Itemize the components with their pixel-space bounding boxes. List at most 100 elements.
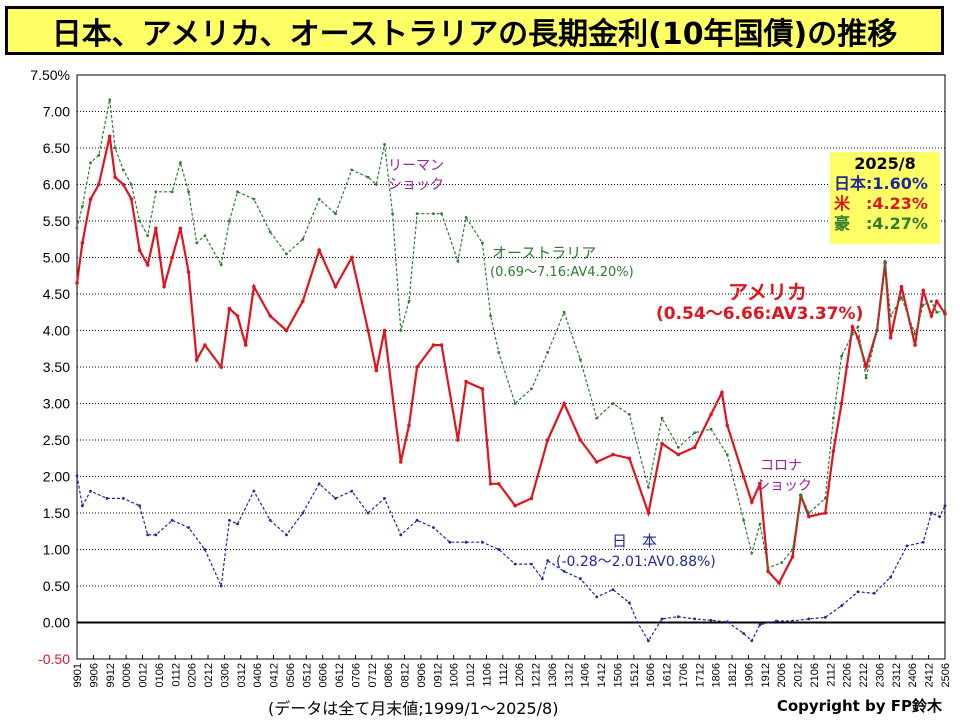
- y-tick-label: 5.50: [43, 213, 70, 229]
- data-point-australia: [138, 219, 142, 223]
- data-point-australia: [823, 497, 827, 500]
- x-tick-label: 0506: [285, 663, 297, 687]
- data-point-japan: [285, 533, 288, 537]
- data-point-australia: [807, 511, 811, 515]
- data-point-usa: [252, 284, 256, 289]
- x-tick-label: 1806: [711, 663, 723, 687]
- x-tick-label: 0512: [301, 663, 313, 687]
- data-point-japan: [889, 575, 892, 579]
- data-point-usa: [913, 343, 917, 347]
- x-tick-label: 1506: [612, 663, 624, 687]
- data-point-japan: [595, 595, 599, 599]
- data-point-usa: [660, 441, 664, 446]
- x-tick-label: 0912: [432, 663, 444, 687]
- data-point-usa: [129, 197, 134, 201]
- data-point-usa: [333, 284, 338, 289]
- data-point-japan: [872, 591, 876, 595]
- x-tick-label: 2312: [891, 663, 903, 687]
- data-point-australia: [647, 486, 650, 489]
- data-point-australia: [407, 299, 411, 303]
- data-point-australia: [562, 310, 566, 314]
- data-point-australia: [374, 183, 378, 186]
- data-point-japan: [464, 540, 468, 544]
- x-tick-label: 1312: [563, 663, 575, 687]
- data-point-usa: [790, 555, 795, 559]
- data-point-australia: [113, 146, 117, 150]
- x-tick-label: 0312: [236, 663, 248, 687]
- x-tick-label: 1712: [694, 663, 706, 687]
- series-line-japan: [76, 475, 946, 642]
- data-point-japan: [203, 548, 207, 551]
- data-point-usa: [415, 365, 419, 369]
- data-point-australia: [440, 212, 443, 216]
- data-point-japan: [840, 604, 843, 608]
- x-tick-label: 1512: [629, 663, 641, 687]
- data-point-australia: [864, 376, 868, 380]
- data-point-japan: [170, 518, 174, 522]
- data-point-japan: [236, 522, 239, 526]
- data-point-usa: [178, 226, 183, 231]
- x-tick-label: 0812: [400, 663, 412, 687]
- data-point-usa: [121, 182, 126, 187]
- data-point-japan: [530, 562, 533, 566]
- y-tick-label: -0.50: [38, 651, 70, 667]
- data-point-japan: [252, 489, 256, 493]
- x-tick-label: 0006: [121, 663, 133, 687]
- data-point-japan: [676, 615, 680, 619]
- x-tick-label: 2506: [940, 663, 952, 687]
- data-point-usa: [137, 248, 142, 252]
- data-point-usa: [766, 569, 770, 574]
- data-point-japan: [546, 559, 550, 562]
- data-point-japan: [138, 504, 142, 508]
- australia-annotation-line2: (0.69～7.16:AV4.20%): [490, 265, 634, 280]
- data-point-australia: [399, 329, 403, 332]
- data-point-japan: [219, 584, 223, 588]
- australia-annotation-line1: オーストラリア: [492, 244, 596, 262]
- data-point-usa: [692, 445, 697, 450]
- data-point-japan: [660, 617, 664, 621]
- x-tick-label: 0706: [350, 663, 362, 687]
- x-tick-label: 1412: [596, 663, 608, 687]
- data-point-japan: [399, 533, 403, 537]
- data-point-australia: [546, 351, 550, 354]
- data-point-australia: [252, 197, 256, 201]
- data-point-japan: [105, 497, 109, 500]
- data-point-japan: [562, 570, 566, 573]
- data-point-usa: [382, 328, 387, 333]
- corona-annotation-line2: ショック: [756, 478, 812, 494]
- data-point-usa: [268, 314, 273, 318]
- data-point-usa: [113, 175, 117, 179]
- data-point-usa: [431, 343, 436, 347]
- x-tick-label: 1606: [645, 663, 657, 687]
- x-tick-label: 0406: [252, 663, 264, 687]
- data-point-japan: [75, 474, 79, 478]
- data-point-usa: [545, 438, 550, 442]
- data-point-australia: [154, 190, 158, 194]
- data-point-australia: [130, 183, 133, 186]
- data-point-australia: [660, 416, 664, 420]
- data-point-australia: [943, 309, 947, 313]
- x-tick-label: 0112: [170, 663, 182, 687]
- data-point-japan: [415, 518, 419, 522]
- data-point-usa: [439, 343, 444, 347]
- data-point-usa: [88, 197, 93, 201]
- x-tick-label: 2406: [907, 663, 919, 687]
- data-point-japan: [383, 497, 386, 500]
- x-tick-label: 0906: [416, 663, 428, 687]
- lehman-annotation-line2: ショック: [388, 177, 444, 193]
- y-tick-label: 0.50: [43, 578, 70, 594]
- data-point-japan: [905, 544, 909, 548]
- data-point-australia: [415, 212, 419, 216]
- data-point-australia: [875, 329, 879, 332]
- y-tick-label: 6.50: [43, 140, 70, 156]
- data-point-australia: [742, 518, 745, 522]
- data-point-australia: [89, 161, 92, 165]
- x-tick-label: 2412: [924, 663, 936, 687]
- data-point-australia: [481, 241, 484, 245]
- data-point-usa: [399, 460, 403, 464]
- data-point-usa: [170, 255, 174, 260]
- data-point-australia: [513, 402, 517, 405]
- data-point-japan: [636, 621, 639, 624]
- data-point-australia: [935, 310, 939, 314]
- data-point-usa: [219, 365, 223, 369]
